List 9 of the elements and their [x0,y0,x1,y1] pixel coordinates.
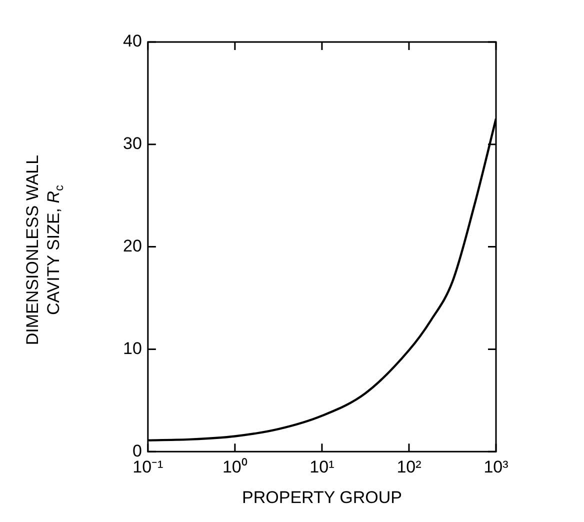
x-tick-label: 10² [396,457,422,476]
x-tick-label: 10⁰ [222,457,248,476]
x-axis-title: PROPERTY GROUP [241,488,403,508]
y-tick-label: 40 [122,32,142,51]
y-tick-label: 20 [122,236,142,256]
y-tick-label: 10 [122,338,142,358]
x-tick-label: 10³ [484,457,509,476]
x-tick-label: 10¹ [310,457,335,476]
y-tick-label: 30 [122,134,142,154]
